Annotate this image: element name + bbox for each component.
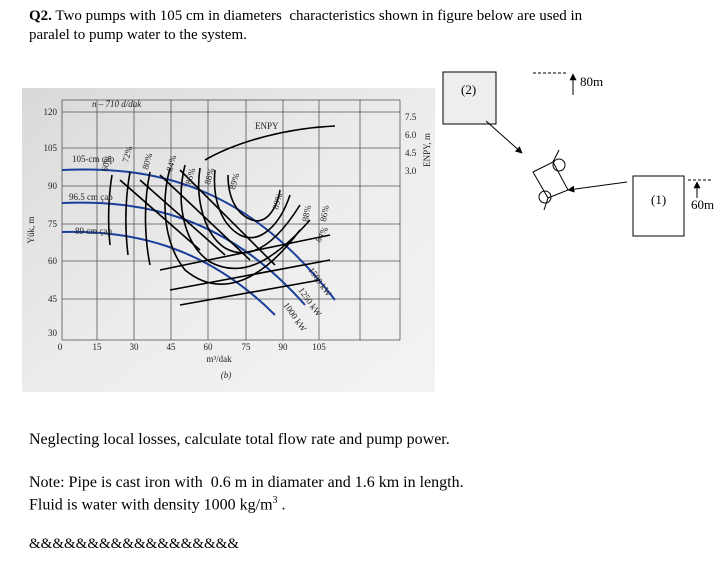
tank bbox=[632, 175, 685, 237]
head-tick-label: 75 bbox=[48, 219, 58, 229]
note-text: . bbox=[277, 496, 286, 514]
efficiency-label: 80% bbox=[140, 152, 154, 171]
flow-tick-label: 75 bbox=[242, 342, 252, 352]
speed-label: n – 710 d/dak bbox=[92, 99, 142, 109]
tank bbox=[442, 71, 497, 125]
efficiency-label: 89% bbox=[227, 172, 241, 191]
diameter-label: 89 cm çap bbox=[75, 226, 112, 236]
height-label: 60m bbox=[691, 197, 714, 212]
question-text: Two pumps with 105 cm in diameters chara… bbox=[55, 8, 583, 24]
height-label: 80m bbox=[580, 74, 603, 89]
flow-tick-label: 45 bbox=[167, 342, 177, 352]
system-diagram bbox=[442, 71, 712, 237]
efficiency-label: 88% bbox=[300, 204, 313, 222]
question-text: paralel to pump water to the system. bbox=[29, 27, 247, 43]
flow-tick-label: 30 bbox=[130, 342, 140, 352]
task: Neglecting local losses, calculate total… bbox=[29, 431, 450, 448]
chart-labels: n – 710 d/dak ENPY 105-cm çap 96.5 cm ça… bbox=[26, 99, 432, 380]
npsh-label: ENPY bbox=[255, 121, 279, 131]
efficiency-label: 86% bbox=[183, 167, 197, 186]
npsh-tick-label: 7.5 bbox=[405, 112, 417, 122]
head-axis-label: Yük, m bbox=[26, 217, 36, 244]
efficiency-label: 84% bbox=[164, 154, 178, 173]
diameter-label: 96.5 cm çap bbox=[69, 192, 113, 202]
note-line: Note: Pipe is cast iron with 0.6 m in di… bbox=[29, 474, 464, 491]
efficiency-label: 72% bbox=[120, 145, 134, 164]
flow-tick-label: 60 bbox=[204, 342, 214, 352]
diameter-label: 105-cm çap bbox=[72, 154, 115, 164]
flow-axis-label: m³/dak bbox=[206, 354, 232, 364]
tank-label: (2) bbox=[461, 82, 476, 97]
footer: &&&&&&&&&&&&&&&&&& bbox=[29, 536, 240, 552]
efficiency-label: 88% bbox=[202, 167, 216, 186]
question-line: Q2. Two pumps with 105 cm in diameters c… bbox=[29, 8, 582, 25]
flow-tick-label: 15 bbox=[93, 342, 103, 352]
efficiency-label: 89% bbox=[270, 192, 284, 211]
flow-tick-label: 90 bbox=[279, 342, 289, 352]
head-tick-label: 45 bbox=[48, 294, 58, 304]
head-tick-label: 30 bbox=[48, 328, 58, 338]
head-tick-label: 120 bbox=[44, 107, 58, 117]
figure: n – 710 d/dak ENPY 105-cm çap 96.5 cm ça… bbox=[22, 71, 714, 392]
head-tick-label: 90 bbox=[48, 181, 58, 191]
question-number: Q2. bbox=[29, 8, 52, 24]
note-text: Fluid is water with density 1000 kg/m bbox=[29, 496, 273, 514]
flow-tick-label: 0 bbox=[58, 342, 63, 352]
tank-label: (1) bbox=[651, 192, 666, 207]
head-curves bbox=[61, 168, 336, 316]
efficiency-curves bbox=[107, 125, 336, 306]
flow-tick-label: 105 bbox=[312, 342, 326, 352]
npsh-tick-label: 4.5 bbox=[405, 148, 417, 158]
caption: (b) bbox=[221, 370, 232, 380]
npsh-axis-label: ENPY, m bbox=[422, 133, 432, 167]
efficiency-label: 86% bbox=[318, 204, 331, 222]
npsh-tick-label: 6.0 bbox=[405, 130, 417, 140]
head-tick-label: 105 bbox=[44, 143, 58, 153]
npsh-tick-label: 3.0 bbox=[405, 166, 417, 176]
note-line: Fluid is water with density 1000 kg/m3 . bbox=[29, 495, 286, 514]
head-tick-label: 60 bbox=[48, 256, 58, 266]
superscript: 3 bbox=[272, 495, 278, 506]
efficiency-label: 60% bbox=[99, 154, 113, 173]
